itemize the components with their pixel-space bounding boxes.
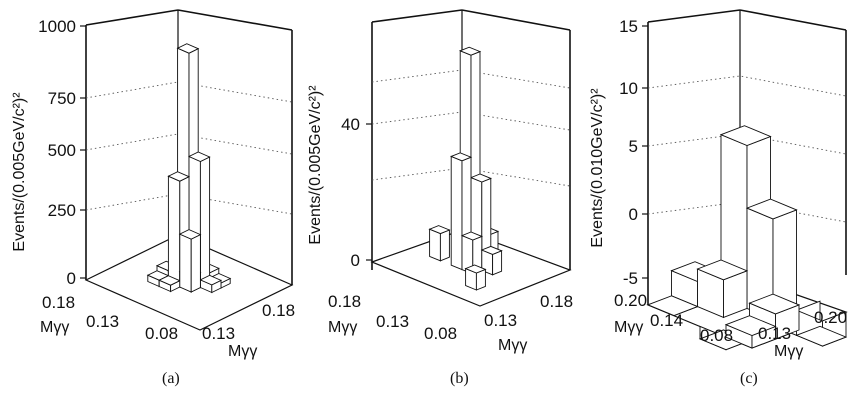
panel-a-left-tick-2: 0.08	[145, 324, 178, 343]
bar-face-0-10-1	[199, 156, 211, 289]
bar-face-1-7-2	[460, 231, 484, 241]
bar-face-1-9-2	[464, 264, 487, 274]
panel-c-ztick-label-5: 5	[629, 137, 638, 156]
panel-c-label: (c)	[740, 370, 758, 387]
panel-c-left-tick-1: 0.14	[650, 311, 683, 330]
bar-face-0-15-0	[179, 233, 192, 293]
panel-c: 15 10 5 0 -5 Events/(0.010GeV/c²)² 0.20 …	[589, 9, 848, 387]
panel-a-left-tick-0: 0.18	[42, 293, 75, 312]
panel-a-right-tick-1: 0.18	[262, 301, 295, 320]
panel-c-ztick-label-15: 15	[619, 17, 638, 36]
panel-a-right-tick-0: 0.13	[202, 324, 235, 343]
bar-1-7	[460, 231, 484, 275]
bar-1-3	[428, 225, 451, 262]
panel-c-back-top-left	[647, 9, 741, 23]
panel-c-gridline-10	[647, 75, 847, 97]
bar-face-1-5-2	[469, 173, 493, 183]
panel-b-left-tick-2: 0.08	[424, 324, 457, 343]
panel-a-right-axis-title: Mγγ	[228, 343, 257, 360]
panel-b-left-tick-1: 0.13	[376, 312, 409, 331]
bar-face-1-3-1	[439, 229, 450, 262]
panel-a-ztick-label-750: 750	[48, 89, 76, 108]
panel-b-right-tick-0: 0.13	[484, 311, 517, 330]
bar-face-2-6-2	[745, 198, 798, 220]
bar-face-0-11-2	[167, 171, 191, 182]
bar-face-2-12-2	[724, 315, 777, 336]
panel-a: 1000 750 500 250 0 Events/(0.005GeV/c²)²…	[11, 9, 295, 387]
bar-face-2-8-2	[646, 295, 699, 317]
panel-b-bars	[428, 46, 503, 291]
bar-face-2-10-2	[748, 293, 801, 315]
panel-b-ztick-label-0: 0	[351, 251, 360, 270]
bar-face-1-4-2	[458, 46, 482, 56]
panel-a-label: (a)	[162, 370, 180, 387]
bar-face-1-8-1	[492, 250, 503, 276]
panel-c-right-axis-title: Mγγ	[774, 343, 803, 360]
panel-b-label: (b)	[450, 370, 469, 387]
panel-c-left-tick-2: 0.08	[700, 326, 733, 345]
panel-a-z-axis-title: Events/(0.005GeV/c²)²	[11, 92, 28, 252]
bar-face-0-15-2	[178, 229, 202, 240]
panel-b-ztick-label-40: 40	[341, 115, 360, 134]
panel-a-bars	[146, 43, 232, 294]
panel-c-back-top-right	[739, 9, 847, 31]
bar-face-0-14-2	[158, 275, 181, 286]
panel-a-ztick-label-1000: 1000	[38, 17, 76, 36]
panel-b-left-axis-title: Mγγ	[328, 319, 357, 336]
bar-2-7	[696, 259, 749, 319]
bar-face-0-10-2	[187, 151, 211, 162]
bar-2-6	[745, 198, 798, 320]
panel-c-z-axis-title: Events/(0.010GeV/c²)²	[589, 88, 606, 248]
panel-b-back-top-left	[371, 9, 463, 23]
bar-face-1-6-0	[450, 155, 463, 271]
panel-b-left-tick-0: 0.18	[328, 292, 361, 311]
panel-c-ztick-label-minus5: -5	[623, 269, 638, 288]
panel-a-floor	[84, 234, 294, 331]
panel-a-back-top-left	[85, 9, 179, 26]
panel-c-left-axis-title: Mγγ	[614, 319, 643, 336]
bar-0-14	[158, 275, 181, 293]
bar-2-12	[724, 315, 777, 349]
bar-face-2-9-2	[795, 325, 848, 347]
panel-b-right-tick-1: 0.18	[540, 292, 573, 311]
panel-a-back-top-right	[177, 9, 293, 31]
panel-b-z-axis-title: Events/(0.005GeV/c²)²	[307, 85, 324, 245]
bar-face-0-13-2	[199, 274, 223, 286]
panel-c-ztick-label-10: 10	[619, 79, 638, 98]
bar-face-0-15-1	[190, 233, 201, 293]
bar-face-1-3-2	[428, 225, 451, 235]
panel-b: 40 0 Events/(0.005GeV/c²)² 0.18 0.13 0.0…	[307, 9, 573, 387]
panel-a-ztick-label-500: 500	[48, 141, 76, 160]
panel-a-left-tick-1: 0.13	[86, 312, 119, 331]
bar-2-9	[795, 309, 848, 347]
bar-face-0-5-2	[176, 43, 200, 54]
panel-a-left-axis-title: Mγγ	[40, 319, 69, 336]
panel-a-ztick-label-0: 0	[67, 269, 76, 288]
bar-face-0-11-0	[167, 175, 181, 288]
panel-c-left-tick-0: 0.20	[614, 291, 647, 310]
panel-a-ztick-label-250: 250	[48, 201, 76, 220]
bar-2-8	[646, 295, 699, 317]
bar-face-1-3-0	[429, 228, 441, 262]
bar-face-2-7-2	[696, 259, 749, 281]
bar-0-15	[178, 229, 202, 293]
panel-b-back-top-right	[461, 9, 571, 31]
panel-c-right-tick-0: 0.13	[758, 324, 791, 343]
panel-c-ztick-label-0: 0	[629, 205, 638, 224]
bar-1-9	[464, 264, 487, 291]
bar-face-2-3-2	[719, 125, 772, 146]
bar-face-1-6-2	[449, 152, 473, 162]
panel-c-right-tick-1: 0.20	[814, 308, 847, 327]
panel-c-bars	[646, 125, 848, 351]
panel-b-right-axis-title: Mγγ	[498, 337, 527, 354]
bar-face-1-8-2	[480, 245, 503, 255]
